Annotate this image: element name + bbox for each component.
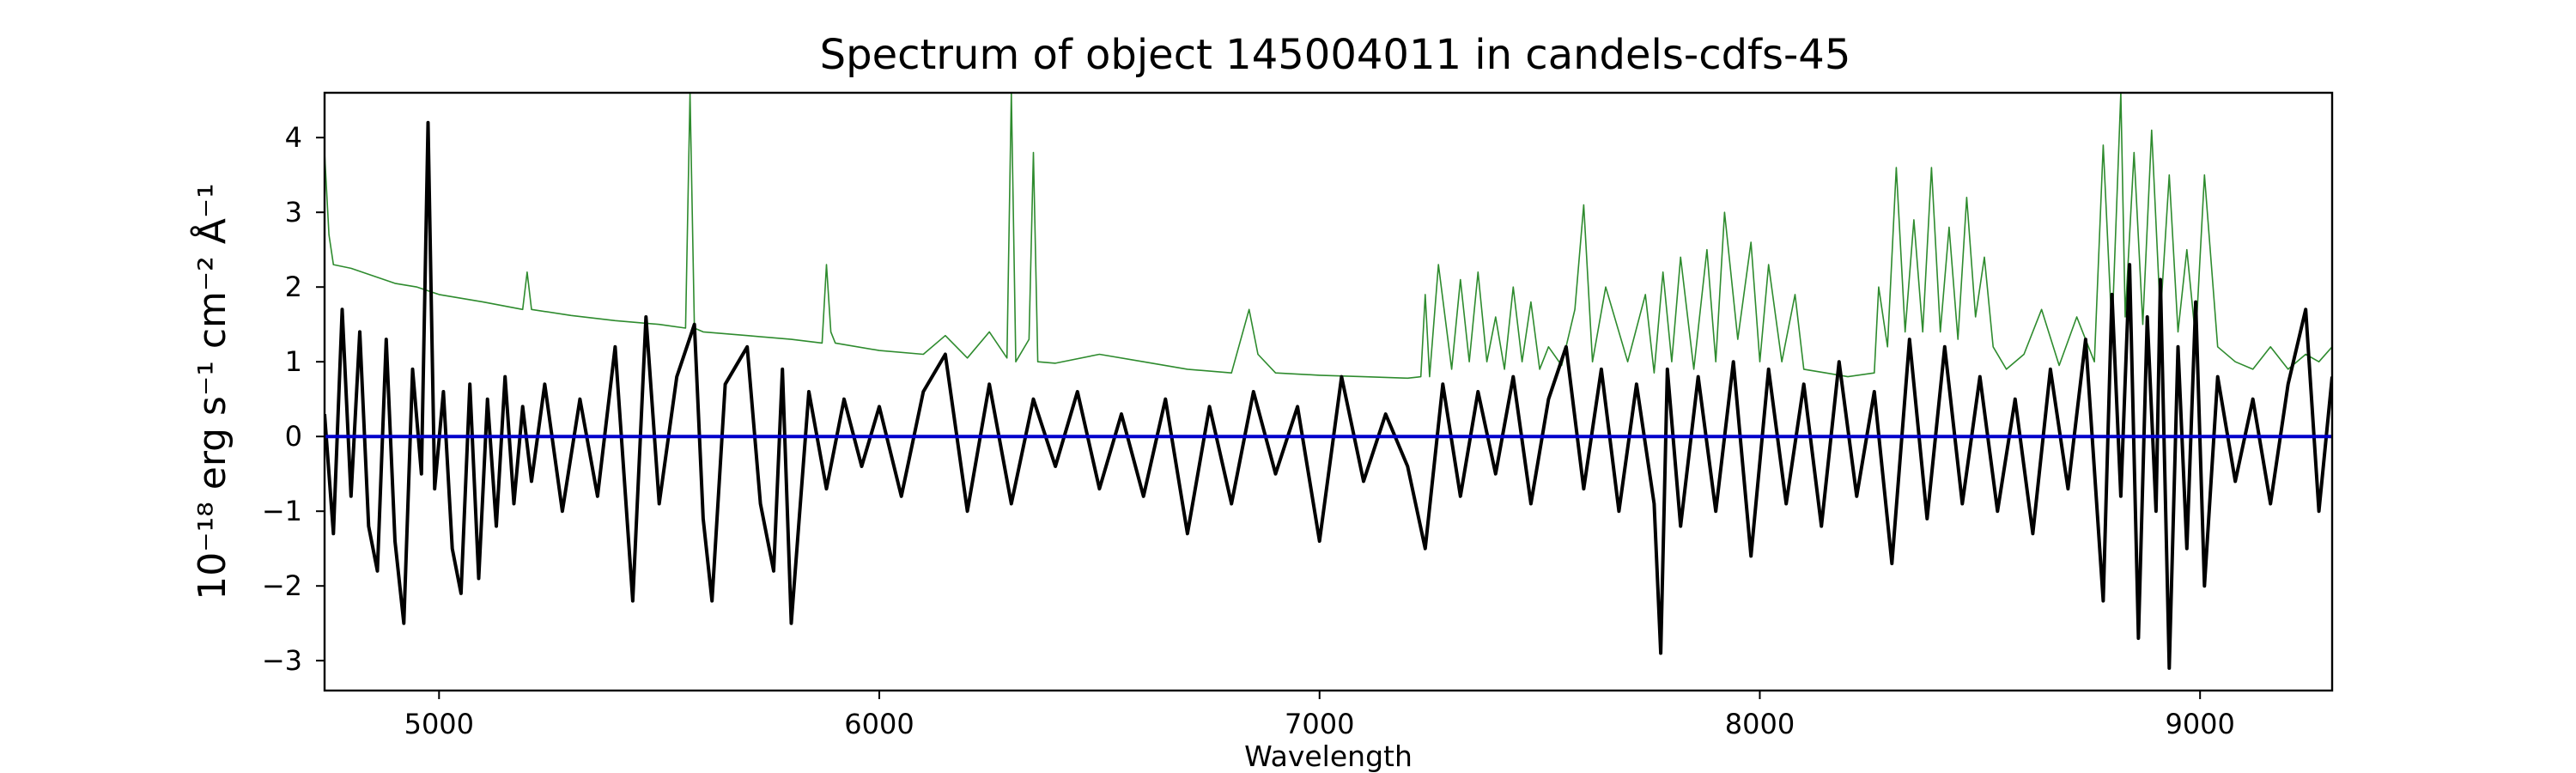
chart-title: Spectrum of object 145004011 in candels-…: [820, 31, 1851, 79]
error-series-line: [325, 93, 2332, 380]
x-tick-label: 9000: [2165, 708, 2234, 740]
x-axis-label: Wavelength: [1244, 740, 1413, 773]
y-axis: 4 3 2 1 0 −1 −2 −3: [262, 121, 325, 677]
x-axis: 5000 6000 7000 8000 9000: [404, 691, 2235, 740]
plot-frame: [323, 91, 2334, 692]
y-axis-label: 10⁻¹⁸ erg s⁻¹ cm⁻² Å⁻¹: [189, 183, 234, 600]
x-tick-label: 8000: [1725, 708, 1795, 740]
y-tick-label: −2: [262, 569, 302, 602]
x-tick-label: 5000: [404, 708, 474, 740]
y-tick-label: 0: [285, 420, 302, 453]
y-tick-label: −1: [262, 495, 302, 527]
x-tick-label: 7000: [1285, 708, 1354, 740]
series-layer: [325, 93, 2332, 670]
y-tick-label: −3: [262, 644, 302, 677]
y-tick-label: 1: [285, 345, 302, 378]
y-tick-label: 3: [285, 196, 302, 228]
y-tick-label: 2: [285, 271, 302, 303]
flux-series-line: [325, 120, 2332, 670]
y-tick-label: 4: [285, 121, 302, 154]
x-tick-label: 6000: [844, 708, 914, 740]
